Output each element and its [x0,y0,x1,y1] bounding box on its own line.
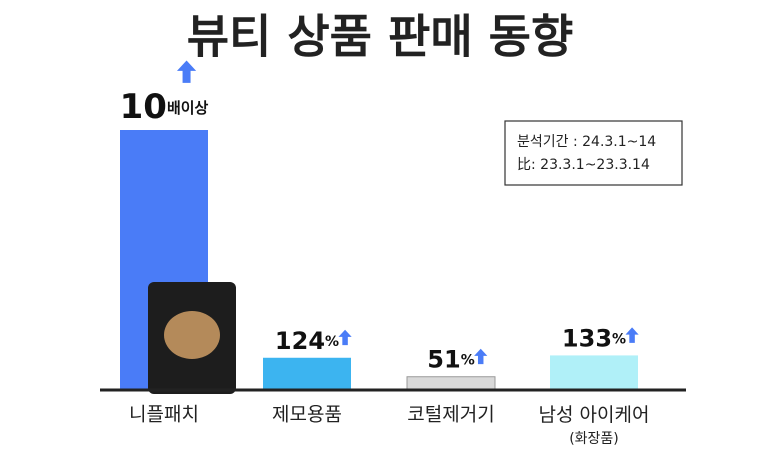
x-tick-label: 남성 아이케어 (화장품) [539,404,650,448]
bar [263,357,351,390]
annotation: 比: 23.3.1~23.3.14 [517,157,650,173]
value-label: 133% [562,324,626,352]
x-tick-label: 코털제거기 [407,404,494,426]
x-tick-label: 니플패치 [129,404,199,426]
value-label: 10배이상 [120,87,209,127]
bar [406,376,496,391]
x-tick-label: 제모용품 [272,404,342,426]
annotation: 분석기간 : 24.3.1~14 [517,134,656,150]
arrow-icon [474,348,488,365]
value-label: 124% [275,327,339,355]
bar [550,355,638,390]
arrow-icon [338,329,352,346]
annotation-box [504,120,683,186]
value-label: 51% [427,346,474,374]
product-image [164,311,220,359]
arrow-icon [625,327,639,343]
chart-title: 뷰티 상품 판매 동향 [187,10,574,64]
arrow-icon [176,60,197,83]
